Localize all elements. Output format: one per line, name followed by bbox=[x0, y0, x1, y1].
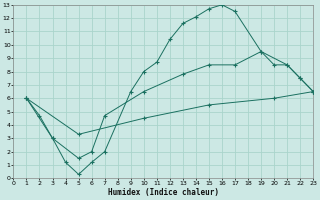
X-axis label: Humidex (Indice chaleur): Humidex (Indice chaleur) bbox=[108, 188, 219, 197]
